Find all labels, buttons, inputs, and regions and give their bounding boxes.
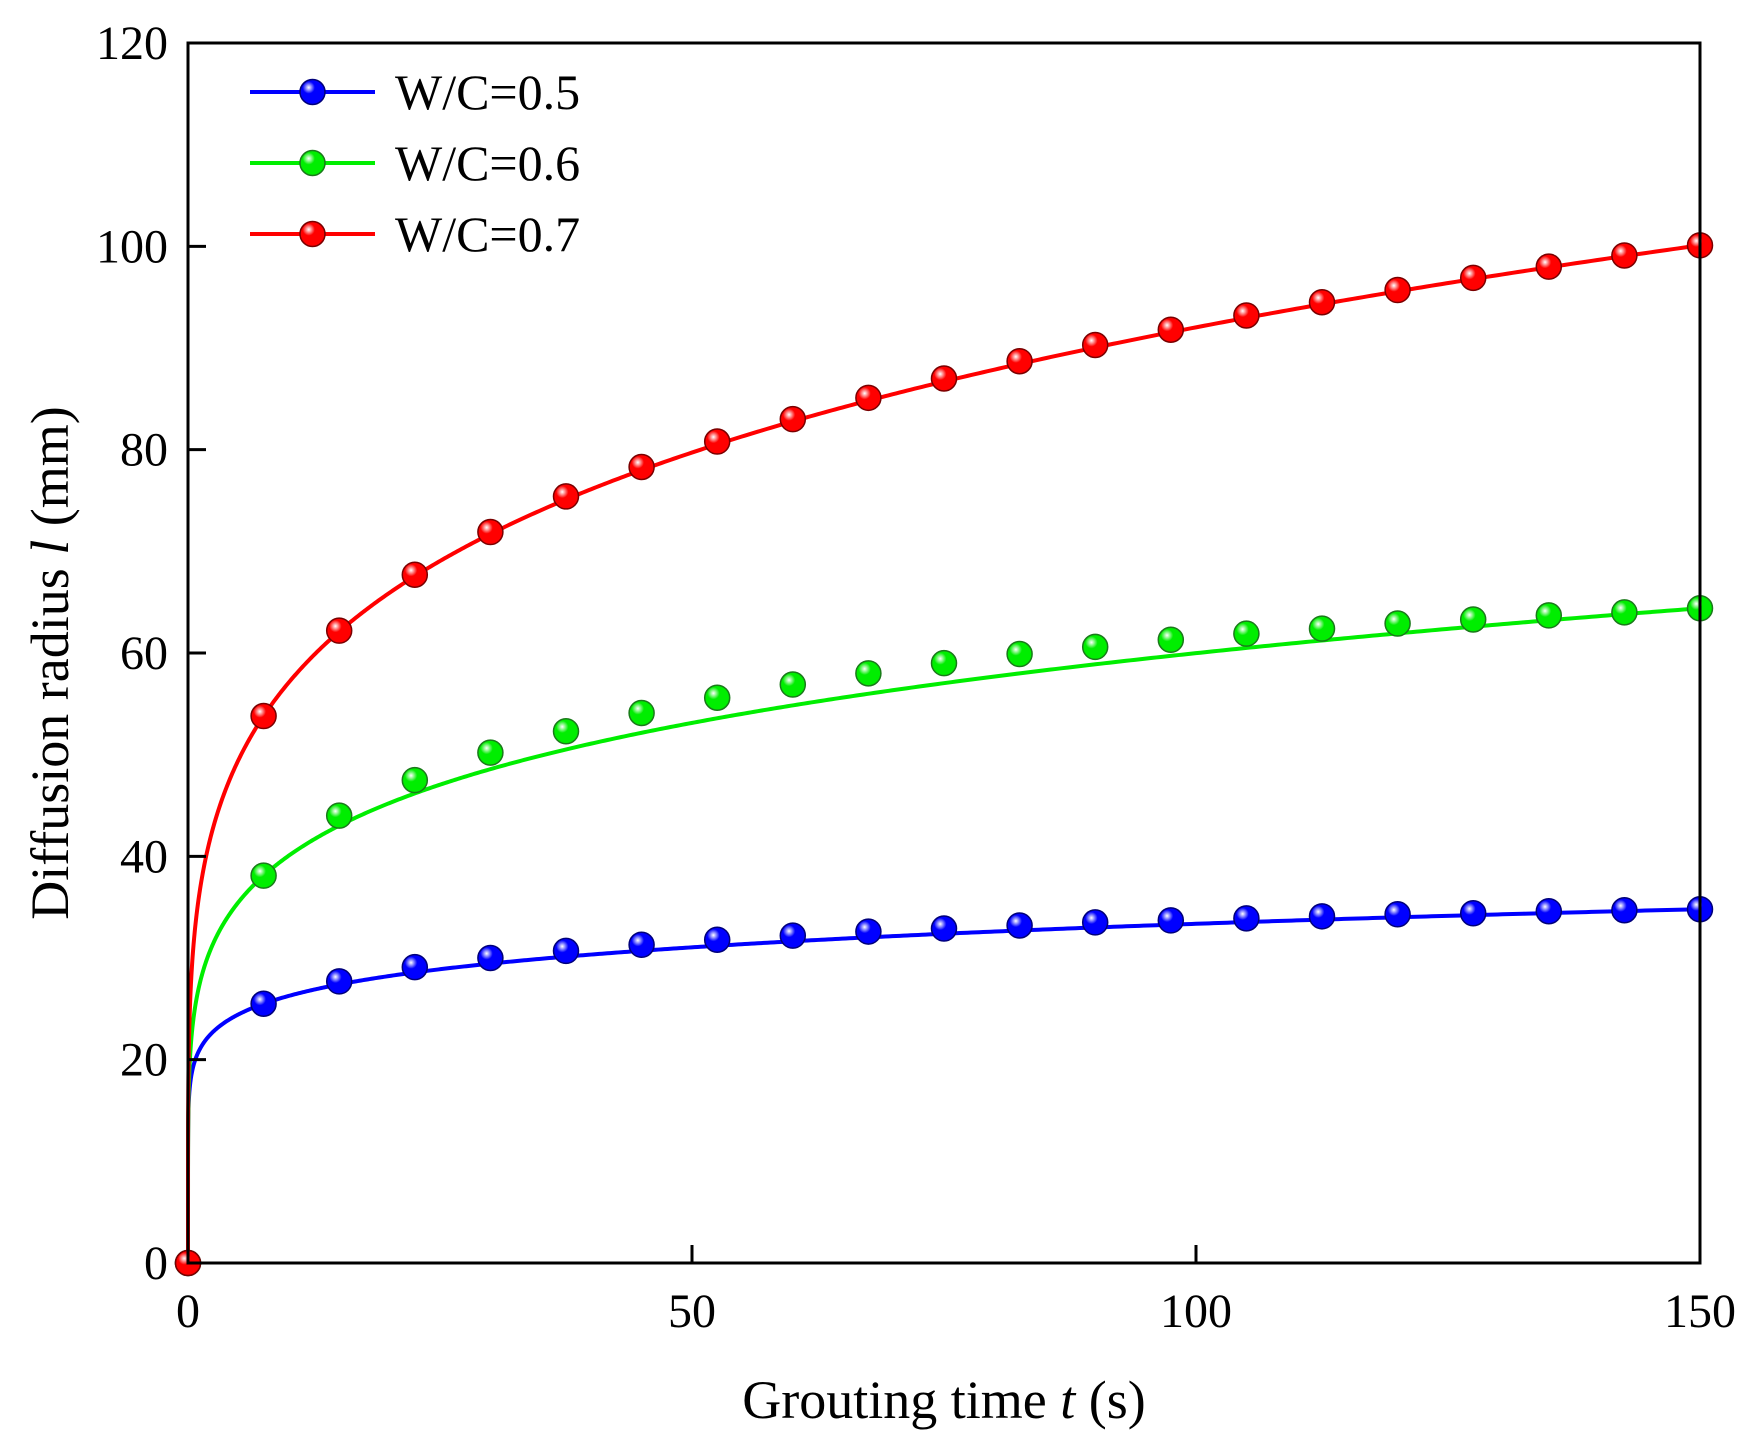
legend-marker <box>299 149 326 177</box>
data-point <box>628 699 655 727</box>
data-point <box>1081 331 1109 359</box>
legend-label: W/C=0.7 <box>395 206 580 262</box>
data-point <box>1459 264 1487 292</box>
y-axis-label-var: l <box>20 540 80 555</box>
data-point <box>703 926 731 953</box>
y-tick-label: 40 <box>120 830 168 883</box>
data-point <box>250 862 277 889</box>
data-point <box>930 915 958 942</box>
data-point <box>325 617 353 644</box>
data-point <box>552 937 580 965</box>
y-tick-label: 60 <box>120 627 168 680</box>
series-line-1 <box>186 907 1701 1263</box>
y-tick-label: 0 <box>144 1237 168 1290</box>
data-point <box>1157 316 1185 343</box>
data-point <box>552 483 580 510</box>
axis-ticks <box>186 41 1702 1265</box>
x-axis-label-suffix: (s) <box>1075 1370 1145 1430</box>
data-point <box>855 660 882 687</box>
data-point <box>1081 909 1109 936</box>
data-point <box>703 428 731 455</box>
data-point <box>1081 633 1109 661</box>
y-axis-label-prefix: Diffusion radius <box>20 555 80 920</box>
legend: W/C=0.5 W/C=0.6 W/C=0.7 <box>250 64 580 262</box>
x-axis-label-prefix: Grouting time <box>742 1370 1060 1430</box>
data-point <box>779 405 807 433</box>
legend-label: W/C=0.6 <box>395 135 580 191</box>
y-axis-label: Diffusion radius l (mm) <box>20 406 80 919</box>
data-point <box>628 931 655 959</box>
data-point <box>1535 602 1563 629</box>
data-point <box>401 953 429 981</box>
data-point <box>1157 907 1185 934</box>
data-point <box>1233 905 1260 932</box>
data-point <box>855 384 882 412</box>
data-point <box>1006 912 1033 939</box>
y-axis-label-suffix: (mm) <box>20 406 80 539</box>
x-tick-label: 50 <box>668 1285 716 1338</box>
data-point <box>552 718 580 745</box>
data-point <box>1006 640 1033 668</box>
series-markers <box>174 232 1714 1277</box>
data-point <box>1308 615 1336 642</box>
x-axis-label-var: t <box>1060 1370 1077 1430</box>
data-point <box>703 684 731 711</box>
y-tick-label: 100 <box>96 220 168 273</box>
y-tick-label: 120 <box>96 17 168 70</box>
data-point <box>930 365 958 392</box>
data-point <box>930 649 958 677</box>
data-point <box>477 739 504 766</box>
y-tick-label: 20 <box>120 1034 168 1087</box>
series-line-3 <box>186 243 1701 1263</box>
data-point <box>1459 900 1487 927</box>
data-point <box>1611 242 1638 269</box>
data-point <box>1233 620 1260 647</box>
legend-marker <box>299 220 326 248</box>
data-point <box>1459 606 1487 633</box>
x-tick-label: 150 <box>1664 1285 1736 1338</box>
data-point <box>1006 347 1033 375</box>
y-tick-label: 80 <box>120 424 168 477</box>
data-point <box>628 453 655 481</box>
data-point <box>1384 276 1411 304</box>
data-point <box>401 561 429 588</box>
data-point <box>1308 289 1336 316</box>
data-point <box>1611 896 1638 924</box>
x-tick-label: 100 <box>1160 1285 1232 1338</box>
data-point <box>1308 903 1336 930</box>
data-point <box>477 518 504 546</box>
data-point <box>250 702 277 730</box>
legend-label: W/C=0.5 <box>395 64 580 120</box>
data-point <box>1384 610 1411 637</box>
x-axis-label: Grouting time t (s) <box>742 1370 1145 1430</box>
data-point <box>325 802 353 829</box>
data-point <box>477 944 504 972</box>
data-point <box>325 968 353 995</box>
data-point <box>779 671 807 698</box>
x-tick-label: 0 <box>176 1285 200 1338</box>
data-point <box>1233 302 1260 329</box>
data-point <box>779 922 807 949</box>
data-point <box>1535 253 1563 280</box>
series-curves <box>186 243 1701 1263</box>
data-point <box>1611 599 1638 626</box>
data-point <box>1535 897 1563 925</box>
data-point <box>855 918 882 945</box>
data-point <box>250 990 277 1017</box>
axis-tick-labels: 0 50 100 150 0 20 40 60 80 100 120 <box>96 17 1736 1338</box>
data-point <box>1384 901 1411 928</box>
series-line-2 <box>186 606 1701 1263</box>
data-point <box>1157 626 1185 654</box>
legend-marker <box>299 78 326 106</box>
data-point <box>401 766 429 794</box>
